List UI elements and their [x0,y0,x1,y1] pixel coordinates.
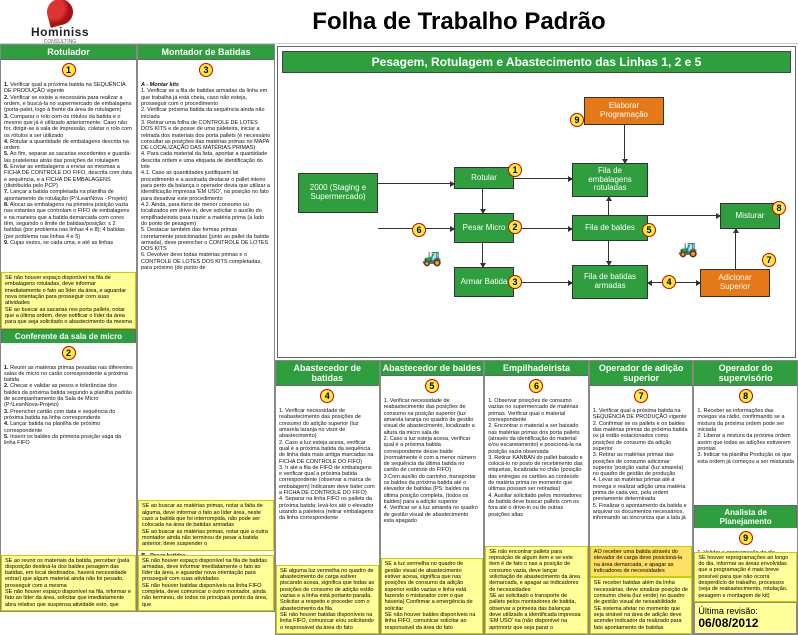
bcol-head: Abastecedor de baldes [381,361,484,376]
bcol-ao: AO receber uma batida através do elevado… [590,546,693,577]
col-head-rotulador: Rotulador [1,45,136,60]
diagram-circle-3: 3 [508,275,522,289]
node-elab: Elaborar Programação [584,97,664,125]
bcol-head: Operador de adição superior [590,361,693,386]
circle-8: 8 [739,389,753,403]
arrow [514,282,572,283]
arrow [648,215,720,216]
bcol-extra-se: SE houver reprogramações ao longo do dia… [694,552,797,602]
diagram-circle-1: 1 [508,163,522,177]
bcol-body: 1. Verificar qual a próxima batida na SE… [590,406,693,546]
right-area: Pesagem, Rotulagem e Abastecimento das L… [275,44,798,612]
circle-2: 2 [62,346,76,360]
node-filabatidas: Fila de batidas armadas [572,265,648,299]
bcol-head: Abastecedor de batidas [276,361,379,386]
montador-se-a: SE ao buscar as matérias primas, notar a… [138,500,274,550]
node-filarot: Fila de embalagens rotuladas [572,163,648,197]
node-rotular: Rotular [454,167,514,189]
bcol-body: 1. Verificar necessidade de reabastecime… [276,406,379,565]
col-head-conferente: Conferente da sala de micro [1,329,136,343]
arrow [482,189,483,213]
diagram-canvas: 2000 (Staging e Supermercado) Rotular Pesa… [282,73,791,353]
page-title: Folha de Trabalho Padrão [120,8,798,36]
node-staging: 2000 (Staging e Supermercado) [298,173,378,213]
arrow [608,241,609,265]
diagram-circle-4: 4 [662,275,676,289]
rotulador-se: SE não houver espaço disponível na fila … [1,272,136,329]
diagram-circle-6: 6 [412,223,426,237]
node-misturar: Misturar [720,203,780,229]
arrow [514,178,572,179]
col-head-montador: Montador de Batidas [138,45,274,60]
bottom-col-4: Abastecedor de batidas 4 1. Verificar ne… [275,360,380,635]
arrow [514,228,572,229]
node-pesarmicro: Pesar Micro [454,213,514,243]
bcol-se: SE a luz vermelha no quadro de gestão vi… [381,558,484,633]
circle-4: 4 [320,389,334,403]
forklift-icon: 🚜 [678,239,698,259]
montador-body-a: A - Montar kits1. Verificar se a fila de… [138,80,274,500]
node-armar: Armar Batida [454,267,514,297]
circle-3: 3 [199,63,213,77]
node-filabaldes: Fila de baldes [572,215,648,241]
circle-9: 9 [739,531,753,545]
bcol-se: SE alguma luz vermelha no quadro de abas… [276,565,379,634]
revision-box: Última revisão:06/08/2012 [694,602,797,634]
bcol-head: Empilhadeirista [485,361,588,376]
bottom-col-6: Empilhadeirista 6 1. Observar posições d… [484,360,589,635]
left-columns: Rotulador 1 1. Verificar qual a próxima … [0,44,275,612]
diagram-circle-2: 2 [508,220,522,234]
arrow [624,125,625,163]
header: Hominiss CONSULTING Folha de Trabalho Pa… [0,0,798,44]
conferente-body: 1. Reunir as matérias primas pesadas nas… [1,363,136,555]
montador-se-b: SE não houver espaço disponível na fila … [138,555,274,612]
node-adicionar: Adicionar Superior [700,269,770,297]
arrow [608,197,609,215]
logo: Hominiss CONSULTING [0,0,120,49]
bottom-grid: Abastecedor de batidas 4 1. Verificar ne… [275,360,798,635]
circle-1: 1 [62,63,76,77]
diagram-title: Pesagem, Rotulagem e Abastecimento das L… [282,51,791,73]
col-rotulador: Rotulador 1 1. Verificar qual a próxima … [0,44,137,612]
logo-name: Hominiss [31,25,89,39]
arrow [378,183,454,184]
bcol-body: 1. Observar posições de consumo vazias n… [485,396,588,546]
circle-6: 6 [529,379,543,393]
rotulador-body: 1. Verificar qual a próxima batida na SE… [1,80,136,272]
logo-mark [44,0,76,27]
col-montador: Montador de Batidas 3 A - Montar kits1. … [137,44,275,612]
diagram-circle-8: 8 [772,201,786,215]
bottom-col-5: Abastecedor de baldes 5 1. Verificar nec… [380,360,485,635]
bcol-body: 1. Verificar necessidade de reabastecime… [381,396,484,558]
diagram: Pesagem, Rotulagem e Abastecimento das L… [277,46,796,358]
main: Rotulador 1 1. Verificar qual a próxima … [0,44,798,612]
circle-7: 7 [634,389,648,403]
arrow [482,243,483,267]
bottom-col-8: Operador do supervisório 8 1. Receber as… [693,360,798,635]
bcol-se: SE receber batidas além da linha necessá… [590,577,693,634]
bcol-body: 1. Receber as informações das moegas via… [694,406,797,505]
diagram-circle-9: 9 [570,113,584,127]
bcol-head: Operador do supervisório [694,361,797,386]
circle-5: 5 [425,379,439,393]
bottom-col-7: Operador de adição superior 7 1. Verific… [589,360,694,635]
forklift-icon: 🚜 [422,248,442,268]
arrow [735,229,736,269]
bcol-se: SE não encontrar pallets para reposição … [485,546,588,634]
diagram-circle-5: 5 [642,223,656,237]
bcol-extra-head: Analista de Planejamento [694,505,797,528]
diagram-circle-7: 7 [762,253,776,267]
conferente-se: SE ao reunir os materiais da batida, per… [1,555,136,612]
